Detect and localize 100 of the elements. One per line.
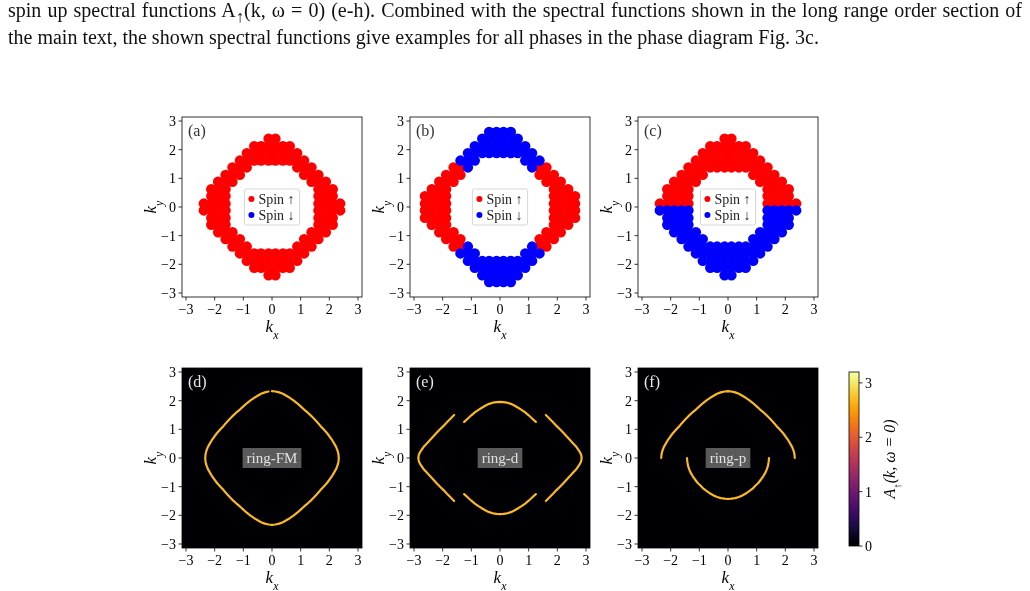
x-axis-title: k$_{x}$ [721, 568, 736, 591]
legend-label: Spin ↓ [714, 207, 751, 223]
x-tick-label: 2 [781, 302, 789, 317]
y-tick-label: 3 [397, 113, 404, 129]
y-tick-label: 0 [397, 199, 404, 215]
x-tick-label: −1 [691, 553, 707, 568]
y-tick-label: 0 [625, 450, 632, 466]
y-tick-label: 3 [169, 113, 176, 129]
x-tick-label: 2 [325, 553, 333, 568]
legend-label: Spin ↓ [486, 207, 523, 223]
y-tick-label: 3 [169, 364, 176, 380]
chart-title: (a) [188, 122, 206, 140]
legend-label: Spin ↑ [714, 191, 751, 207]
y-tick-label: 0 [169, 450, 176, 466]
annotation: ring-FM [246, 450, 298, 467]
x-tick-label: 2 [553, 302, 561, 317]
y-tick-label: −2 [389, 257, 404, 273]
x-tick-label: −2 [663, 553, 679, 568]
x-tick-label: −2 [207, 302, 223, 317]
x-tick-label: −2 [435, 302, 451, 317]
y-tick-label: −1 [161, 479, 176, 495]
color-bar-label: 1 [865, 484, 872, 500]
chart-title: (c) [644, 122, 662, 140]
annotation: ring-d [481, 450, 519, 467]
y-tick-label: −2 [617, 508, 632, 524]
x-tick-label: 3 [354, 553, 362, 568]
y-tick-label: −2 [389, 508, 404, 524]
y-tick-label: −2 [161, 508, 176, 524]
y-tick-label: 1 [397, 422, 404, 438]
x-tick-label: 3 [354, 302, 362, 317]
x-tick-label: −1 [463, 553, 479, 568]
x-tick-label: 0 [724, 302, 732, 317]
y-tick-label: −1 [617, 228, 632, 244]
x-tick-label: −2 [663, 302, 679, 317]
x-tick-label: 3 [810, 553, 818, 568]
y-tick-label: 1 [625, 171, 632, 187]
line-series [463, 400, 537, 423]
color-bar-label: 3 [865, 375, 872, 391]
x-tick-label: −1 [235, 302, 251, 317]
y-tick-label: −3 [389, 285, 404, 301]
y-tick-label: 2 [397, 142, 404, 158]
y-tick-label: 3 [625, 364, 632, 380]
legend-label: Spin ↑ [258, 191, 295, 207]
y-tick-label: 3 [397, 364, 404, 380]
x-tick-label: 0 [496, 302, 504, 317]
y-tick-label: 1 [625, 422, 632, 438]
y-tick-label: 2 [625, 142, 632, 158]
x-tick-label: 2 [325, 302, 333, 317]
x-tick-label: 3 [582, 553, 590, 568]
x-tick-label: 0 [268, 302, 276, 317]
x-tick-label: 3 [582, 302, 590, 317]
x-tick-label: 0 [268, 553, 276, 568]
y-tick-label: −3 [617, 536, 632, 552]
text: spin up spectral functions A$_{↑}$(k, ω = 0) (e-h). Combined with the spectral functions shown in the long range order section of the main text, the shown spectral functions give examples for all phases in the phase diagram Fig. 3c. [8, 0, 1022, 48]
x-tick-label: 1 [753, 302, 761, 317]
y-tick-label: 2 [397, 393, 404, 409]
y-tick-label: −2 [161, 257, 176, 273]
line-series [544, 413, 583, 503]
y-tick-label: −3 [161, 536, 176, 552]
x-tick-label: 0 [496, 553, 504, 568]
line-series [204, 390, 340, 526]
y-tick-label: −3 [389, 536, 404, 552]
x-tick-label: 1 [297, 302, 305, 317]
y-tick-label: −1 [161, 228, 176, 244]
y-tick-label: 1 [169, 171, 176, 187]
legend-label: Spin ↑ [486, 191, 523, 207]
x-tick-label: 1 [297, 553, 305, 568]
y-tick-label: −1 [389, 479, 404, 495]
chart-title: (e) [416, 373, 434, 391]
y-tick-label: 1 [397, 171, 404, 187]
x-tick-label: 2 [781, 553, 789, 568]
x-tick-label: −1 [463, 302, 479, 317]
y-tick-label: −3 [617, 285, 632, 301]
y-tick-label: −1 [389, 228, 404, 244]
x-tick-label: 2 [553, 553, 561, 568]
color-bar-label: 0 [865, 538, 872, 554]
x-tick-label: −2 [435, 553, 451, 568]
y-tick-label: −3 [161, 285, 176, 301]
x-tick-label: −2 [207, 553, 223, 568]
y-tick-label: 3 [625, 113, 632, 129]
line-series [463, 493, 537, 516]
x-tick-label: 1 [525, 302, 533, 317]
legend-label: Spin ↓ [258, 207, 295, 223]
y-tick-label: −2 [617, 257, 632, 273]
y-tick-label: 0 [625, 199, 632, 215]
x-tick-label: −1 [691, 302, 707, 317]
x-tick-label: −1 [235, 553, 251, 568]
x-axis-title: k$_{x}$ [493, 317, 508, 342]
y-tick-label: 1 [169, 422, 176, 438]
color-bar-label: 2 [865, 430, 872, 446]
y-tick-label: 0 [169, 199, 176, 215]
chart-title: (f) [644, 373, 660, 391]
y-tick-label: 2 [169, 393, 176, 409]
x-tick-label: 1 [753, 553, 761, 568]
line-series [417, 413, 456, 503]
x-axis-title: k$_{x}$ [265, 568, 280, 591]
x-axis-title: k$_{x}$ [265, 317, 280, 342]
x-tick-label: 0 [724, 553, 732, 568]
x-tick-label: 3 [810, 302, 818, 317]
y-tick-label: −1 [617, 479, 632, 495]
